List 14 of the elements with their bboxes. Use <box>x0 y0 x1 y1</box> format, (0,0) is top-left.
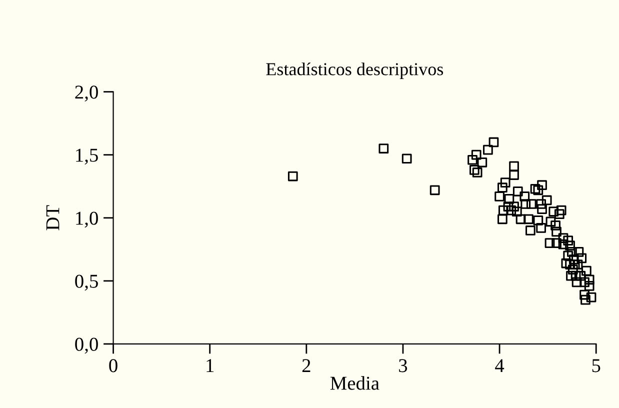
x-tick-label: 4 <box>495 359 504 372</box>
y-tick-label: 0,0 <box>75 338 98 354</box>
chart-title: Estadísticos descriptivos <box>266 62 444 79</box>
y-tick-label: 1,0 <box>76 212 98 228</box>
x-tick-label: 5 <box>592 359 600 372</box>
x-tick-label: 3 <box>399 359 408 372</box>
y-tick-label: 0,5 <box>75 274 98 291</box>
x-tick-label: 1 <box>206 359 214 372</box>
y-axis-title: DT <box>46 205 60 230</box>
y-tick-label: 2,0 <box>75 86 98 102</box>
x-axis-title: Media <box>330 376 380 390</box>
x-tick-label: 2 <box>302 359 310 372</box>
x-tick-label: 0 <box>109 359 118 372</box>
y-tick-label: 1,5 <box>76 148 98 165</box>
